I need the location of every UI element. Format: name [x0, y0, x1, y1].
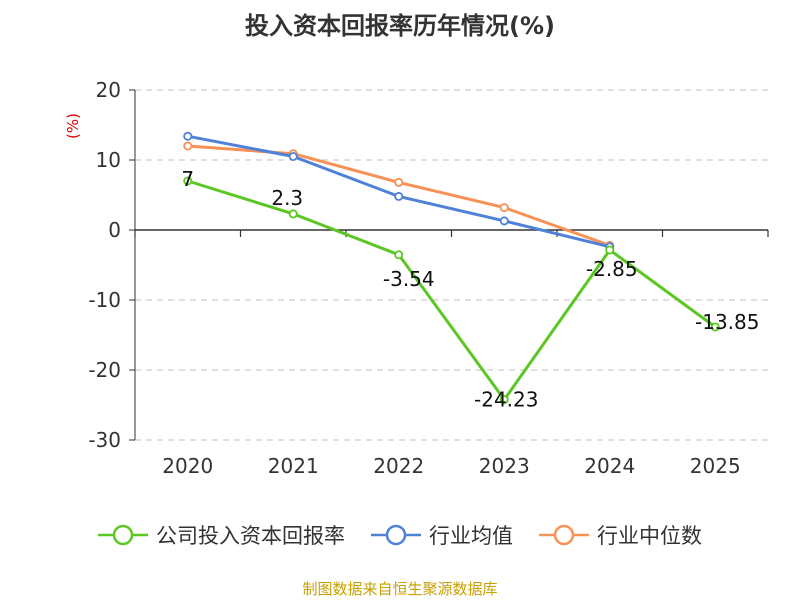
- x-tick-label-2021: 2021: [268, 454, 319, 478]
- axes: 20 10 0 -10 -20 -30 (%) 2020 2021 2022 2023 2024 202…: [64, 78, 769, 478]
- data-label-4: -2.85: [586, 257, 638, 281]
- legend-item-1: 行业均值: [371, 520, 513, 550]
- y-tick-label-1: 10: [96, 148, 121, 172]
- data-labels: 7 2.3 -3.54 -24.23 -2.85 -13.85: [181, 167, 759, 412]
- legend: 公司投入资本回报率 行业均值 行业中位数: [0, 520, 800, 550]
- point-0-5: [710, 322, 720, 332]
- legend-label: 行业均值: [429, 524, 513, 548]
- point-0-2: [394, 250, 404, 260]
- point-0-4: [605, 245, 615, 255]
- point-1-3: [499, 216, 509, 226]
- point-0-0: [183, 176, 193, 186]
- point-0-1: [288, 209, 298, 219]
- y-tick-label-5: -30: [88, 428, 121, 452]
- y-tick-label-0: 20: [96, 78, 121, 102]
- data-label-1: 2.3: [271, 186, 303, 210]
- point-1-2: [394, 191, 404, 201]
- point-1-0: [183, 131, 193, 141]
- x-tick-label-2025: 2025: [690, 454, 741, 478]
- x-tick-label-2024: 2024: [584, 454, 635, 478]
- x-tick-label-2022: 2022: [373, 454, 424, 478]
- legend-label: 公司投入资本回报率: [156, 524, 345, 548]
- gridlines: [135, 89, 768, 441]
- point-2-3: [499, 203, 509, 213]
- data-label-3: -24.23: [474, 388, 538, 412]
- y-axis-label: (%): [64, 113, 82, 139]
- x-tick-label-2023: 2023: [479, 454, 530, 478]
- data-label-0: 7: [181, 167, 194, 191]
- point-0-3: [499, 395, 509, 405]
- point-1-1: [288, 151, 298, 161]
- series-lines: [183, 131, 720, 405]
- legend-item-2: 行业中位数: [539, 520, 702, 550]
- legend-marker-icon: [98, 524, 148, 546]
- source-note: 制图数据来自恒生聚源数据库: [302, 580, 498, 598]
- data-label-5: -13.85: [695, 310, 759, 334]
- legend-label: 行业中位数: [597, 524, 702, 548]
- y-tick-label-4: -20: [88, 358, 121, 382]
- point-2-2: [394, 177, 404, 187]
- x-tick-label-2020: 2020: [162, 454, 213, 478]
- y-tick-label-3: -10: [88, 288, 121, 312]
- legend-item-0: 公司投入资本回报率: [98, 520, 345, 550]
- series-line-0: [187, 179, 717, 402]
- y-tick-label-2: 0: [108, 218, 121, 242]
- legend-marker-icon: [539, 524, 589, 546]
- point-2-0: [183, 141, 193, 151]
- chart-title: 投入资本回报率历年情况(%): [245, 12, 555, 40]
- legend-marker-icon: [371, 524, 421, 546]
- data-label-2: -3.54: [383, 267, 435, 291]
